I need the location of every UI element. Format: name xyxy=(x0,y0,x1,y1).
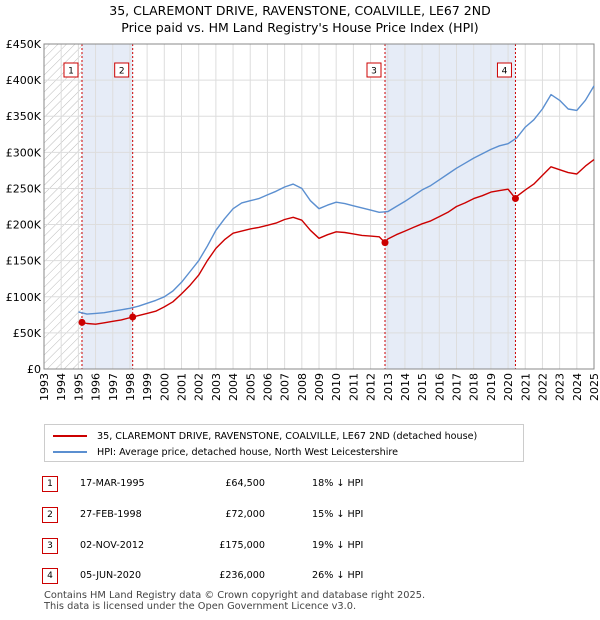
x-tick-label: 2017 xyxy=(451,373,464,401)
x-tick-label: 2014 xyxy=(399,373,412,401)
x-tick-label: 2003 xyxy=(210,373,223,401)
sale-row: 1 17-MAR-1995 £64,500 18% ↓ HPI xyxy=(0,476,600,494)
title-line-1: 35, CLAREMONT DRIVE, RAVENSTONE, COALVIL… xyxy=(109,3,491,18)
chart-title: 35, CLAREMONT DRIVE, RAVENSTONE, COALVIL… xyxy=(0,2,600,36)
x-tick-label: 2022 xyxy=(536,373,549,401)
x-tick-label: 2004 xyxy=(227,373,240,401)
title-line-2: Price paid vs. HM Land Registry's House … xyxy=(121,20,479,35)
y-tick-label: £300K xyxy=(6,146,42,159)
sale-price: £72,000 xyxy=(225,509,265,520)
x-tick-label: 2005 xyxy=(244,373,257,401)
x-tick-label: 2018 xyxy=(468,373,481,401)
x-tick-label: 1995 xyxy=(72,373,85,401)
sale-number-badge: 4 xyxy=(42,568,58,584)
legend-item-hpi: HPI: Average price, detached house, Nort… xyxy=(53,444,398,460)
sale-point xyxy=(129,313,137,321)
sale-price: £175,000 xyxy=(219,540,265,551)
sale-date: 27-FEB-1998 xyxy=(80,509,142,520)
ownership-shade xyxy=(385,44,516,369)
x-tick-label: 1999 xyxy=(141,373,154,401)
sale-label-box xyxy=(496,62,512,78)
legend-item-property: 35, CLAREMONT DRIVE, RAVENSTONE, COALVIL… xyxy=(53,428,477,444)
sale-point xyxy=(511,195,519,203)
sale-hpi-diff: 15% ↓ HPI xyxy=(312,509,364,520)
legend: 35, CLAREMONT DRIVE, RAVENSTONE, COALVIL… xyxy=(44,424,524,462)
x-tick-label: 2016 xyxy=(433,373,446,401)
x-tick-label: 2001 xyxy=(176,373,189,401)
sale-hpi-diff: 19% ↓ HPI xyxy=(312,540,364,551)
sale-date: 17-MAR-1995 xyxy=(80,478,145,489)
footer-attribution: Contains HM Land Registry data © Crown c… xyxy=(44,590,426,612)
y-tick-label: £50K xyxy=(13,327,42,340)
sale-date: 05-JUN-2020 xyxy=(80,570,142,581)
x-tick-label: 2015 xyxy=(416,373,429,401)
legend-blue-line xyxy=(53,451,87,453)
x-tick-label: 2020 xyxy=(502,373,515,401)
ownership-shade xyxy=(81,44,133,369)
x-tick-label: 2006 xyxy=(261,373,274,401)
sale-point xyxy=(78,318,86,326)
y-tick-label: £450K xyxy=(6,38,42,51)
x-tick-label: 2019 xyxy=(485,373,498,401)
x-tick-label: 1994 xyxy=(55,373,68,401)
y-tick-label: £250K xyxy=(6,182,42,195)
hpi-series-line xyxy=(78,85,595,315)
x-tick-label: 2013 xyxy=(382,373,395,401)
legend-hpi-label: HPI: Average price, detached house, Nort… xyxy=(97,446,399,458)
legend-red-line xyxy=(53,435,87,437)
x-tick-label: 2024 xyxy=(571,373,584,401)
x-tick-label: 2021 xyxy=(519,373,532,401)
x-tick-label: 1993 xyxy=(38,373,51,401)
sale-price: £236,000 xyxy=(219,570,265,581)
x-tick-label: 1998 xyxy=(124,373,137,401)
x-tick-label: 2012 xyxy=(365,373,378,401)
property-series-line xyxy=(81,159,595,325)
y-tick-label: £0 xyxy=(27,363,41,376)
y-tick-label: £100K xyxy=(6,291,42,304)
x-tick-label: 1997 xyxy=(107,373,120,401)
y-tick-label: £350K xyxy=(6,110,42,123)
sale-label-number: 4 xyxy=(502,67,508,77)
x-tick-label: 2007 xyxy=(279,373,292,401)
sale-hpi-diff: 26% ↓ HPI xyxy=(312,570,364,581)
sale-label-number: 2 xyxy=(119,67,125,77)
sale-label-box xyxy=(114,62,130,78)
x-tick-label: 2000 xyxy=(158,373,171,401)
sale-point xyxy=(381,239,389,247)
x-tick-label: 2011 xyxy=(347,373,360,401)
sale-number-badge: 1 xyxy=(42,476,58,492)
x-tick-label: 2010 xyxy=(330,373,343,401)
sale-price: £64,500 xyxy=(225,478,265,489)
x-tick-label: 2009 xyxy=(313,373,326,401)
sale-hpi-diff: 18% ↓ HPI xyxy=(312,478,364,489)
x-tick-label: 2002 xyxy=(193,373,206,401)
hatched-region xyxy=(44,44,82,369)
sale-number-badge: 3 xyxy=(42,538,58,554)
sale-label-box xyxy=(63,62,79,78)
plot-frame xyxy=(43,43,595,370)
sale-label-number: 1 xyxy=(68,67,74,77)
sale-row: 2 27-FEB-1998 £72,000 15% ↓ HPI xyxy=(0,507,600,525)
sale-label-number: 3 xyxy=(371,67,377,77)
y-tick-label: £200K xyxy=(6,219,42,232)
price-chart: 1 2 3 4 £0 £50K £100K £150K £200K £250K £300K £350K… xyxy=(6,38,600,401)
sale-label-box xyxy=(366,62,382,78)
x-tick-label: 2023 xyxy=(554,373,567,401)
sale-row: 3 02-NOV-2012 £175,000 19% ↓ HPI xyxy=(0,538,600,556)
x-tick-label: 2008 xyxy=(296,373,309,401)
legend-property-label: 35, CLAREMONT DRIVE, RAVENSTONE, COALVIL… xyxy=(97,430,478,442)
x-tick-label: 1996 xyxy=(90,373,103,401)
sale-row: 4 05-JUN-2020 £236,000 26% ↓ HPI xyxy=(0,568,600,586)
sale-number-badge: 2 xyxy=(42,507,58,523)
y-tick-label: £400K xyxy=(6,74,42,87)
y-tick-label: £150K xyxy=(6,255,42,268)
sale-date: 02-NOV-2012 xyxy=(80,540,145,551)
x-tick-label: 2025 xyxy=(588,373,600,401)
